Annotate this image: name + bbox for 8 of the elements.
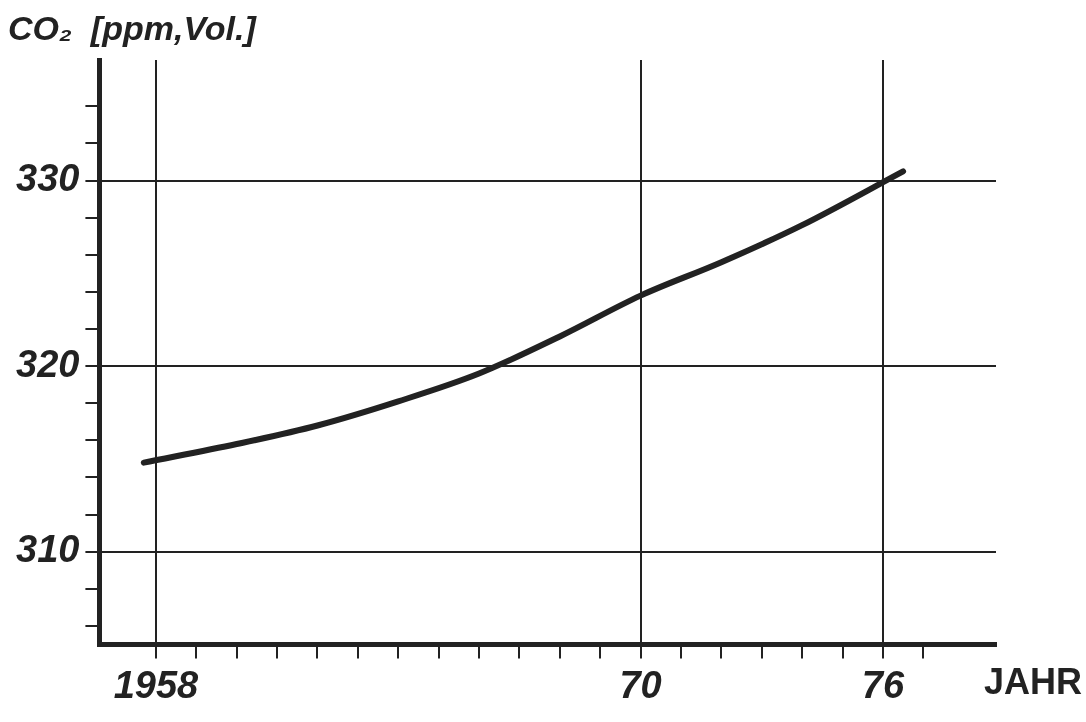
y-axis-title: CO₂ [ppm,Vol.] (8, 9, 258, 48)
y-tick-label: 310 (16, 528, 80, 571)
x-tick-label: 76 (861, 663, 905, 706)
x-tick-label: 70 (619, 663, 662, 706)
x-tick-label: 1958 (113, 663, 200, 706)
y-tick-label: 330 (16, 157, 80, 200)
x-axis-title: JAHR (983, 661, 1082, 703)
y-tick-label: 320 (16, 342, 80, 385)
